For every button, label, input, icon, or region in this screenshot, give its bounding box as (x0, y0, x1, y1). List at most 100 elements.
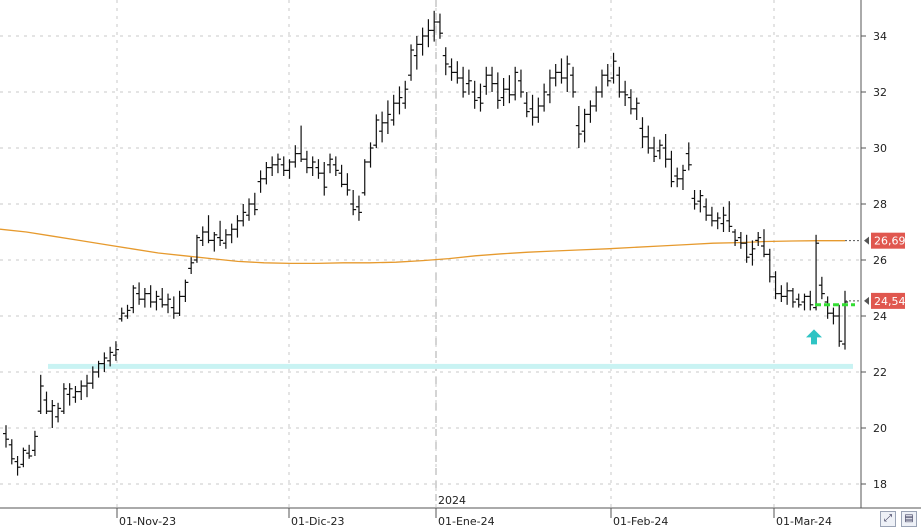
ohlc-bar (471, 80, 478, 109)
ohlc-bar (396, 86, 403, 115)
price-tag: 24,54 (845, 292, 906, 309)
ohlc-bar (280, 156, 287, 176)
ohlc-bar (679, 164, 686, 190)
ohlc-bars (3, 10, 848, 476)
ohlc-bar (703, 198, 710, 221)
ohlc-bar (37, 374, 44, 414)
ohlc-bar (726, 201, 733, 232)
moving-average-line (0, 228, 845, 265)
price-tag-box (871, 292, 905, 309)
ohlc-bar (836, 304, 843, 347)
ohlc-bar (355, 195, 362, 221)
zoom-fit-icon[interactable]: ⤢ (880, 511, 896, 527)
price-tag-label: 26,69 (874, 235, 906, 248)
ohlc-bar (84, 374, 91, 398)
ohlc-bar (442, 47, 449, 76)
ohlc-bar (425, 19, 432, 48)
ohlc-bar (575, 106, 582, 148)
ohlc-bar (604, 64, 611, 87)
ohlc-bar (107, 346, 114, 367)
ohlc-bar (350, 190, 357, 216)
markers (806, 303, 855, 345)
ohlc-bar (101, 352, 108, 372)
ohlc-bar (651, 136, 658, 162)
ohlc-bar (367, 142, 374, 168)
ohlc-bar (593, 86, 600, 112)
ohlc-bar (732, 229, 739, 246)
ohlc-bar (292, 145, 299, 168)
ohlc-bar (801, 293, 808, 311)
y-tick-label: 34 (873, 30, 887, 43)
ohlc-bar (78, 380, 85, 400)
ohlc-bar (685, 142, 692, 171)
ohlc-bar (72, 386, 79, 403)
ohlc-bar (153, 290, 160, 311)
ohlc-bar (749, 240, 756, 266)
ohlc-bar (552, 64, 559, 87)
up-arrow-icon (806, 329, 822, 345)
ohlc-bar (610, 52, 617, 84)
ohlc-bar (627, 89, 634, 115)
ohlc-bar (170, 296, 177, 319)
ohlc-bar (136, 282, 143, 305)
ohlc-bar (587, 100, 594, 123)
ohlc-bar (193, 234, 200, 263)
ohlc-bar (789, 288, 796, 308)
ohlc-bar (460, 66, 467, 98)
ohlc-bar (523, 92, 530, 118)
ohlc-bar (274, 153, 281, 174)
ohlc-bar (477, 83, 484, 112)
ohlc-bar (14, 456, 21, 476)
x-tick-label: 01-Mar-24 (776, 515, 832, 528)
ohlc-bar (20, 447, 27, 468)
ohlc-bar (622, 80, 629, 106)
ohlc-bar (818, 276, 825, 300)
ohlc-bar (159, 288, 166, 308)
price-tags: 26,69 24,54 (845, 232, 906, 309)
ohlc-bar (483, 66, 490, 95)
support-level-band (48, 363, 853, 369)
ohlc-bar (546, 69, 553, 104)
ohlc-bar (205, 215, 212, 244)
ohlc-bar (413, 36, 420, 70)
y-tick-label: 24 (873, 310, 887, 323)
ohlc-bar (228, 223, 235, 244)
ohlc-bar (708, 206, 715, 227)
y-tick-label: 18 (873, 478, 887, 491)
ohlc-bar (517, 69, 524, 98)
y-tick-label: 26 (873, 254, 887, 267)
ohlc-bar (217, 220, 224, 246)
ohlc-bar (286, 159, 293, 179)
ohlc-bar (755, 232, 762, 246)
grid (0, 0, 921, 509)
ohlc-bar (743, 234, 750, 263)
save-icon[interactable]: ▤ (901, 511, 917, 527)
ohlc-bar (824, 296, 831, 319)
ohlc-bar (558, 58, 565, 84)
ohlc-bar (842, 290, 848, 350)
x-axis: 01-Nov-23 01-Dic-23 01-Ene-24 01-Feb-24 01-M… (116, 494, 832, 528)
ohlc-bar (616, 66, 623, 98)
y-tick-label: 30 (873, 142, 887, 155)
x-tick-label: 01-Nov-23 (119, 515, 176, 528)
ohlc-bar (506, 75, 513, 104)
ohlc-bar (26, 444, 33, 459)
ohlc-bar (327, 153, 334, 174)
ohlc-bar (494, 72, 501, 109)
ohlc-bar (489, 66, 496, 92)
ohlc-bar (633, 97, 640, 120)
ohlc-bar (124, 304, 131, 319)
ohlc-bar (714, 212, 721, 230)
ohlc-bar (118, 307, 125, 322)
ohlc-bar (332, 156, 339, 176)
levels (48, 363, 853, 369)
ohlc-bar (379, 111, 386, 143)
ohlc-bar (147, 285, 154, 308)
ohlc-bar (49, 400, 56, 428)
ohlc-bar (419, 27, 426, 56)
ohlc-bar (234, 215, 241, 238)
ohlc-bar (500, 78, 507, 106)
ohlc-bar (373, 114, 380, 148)
